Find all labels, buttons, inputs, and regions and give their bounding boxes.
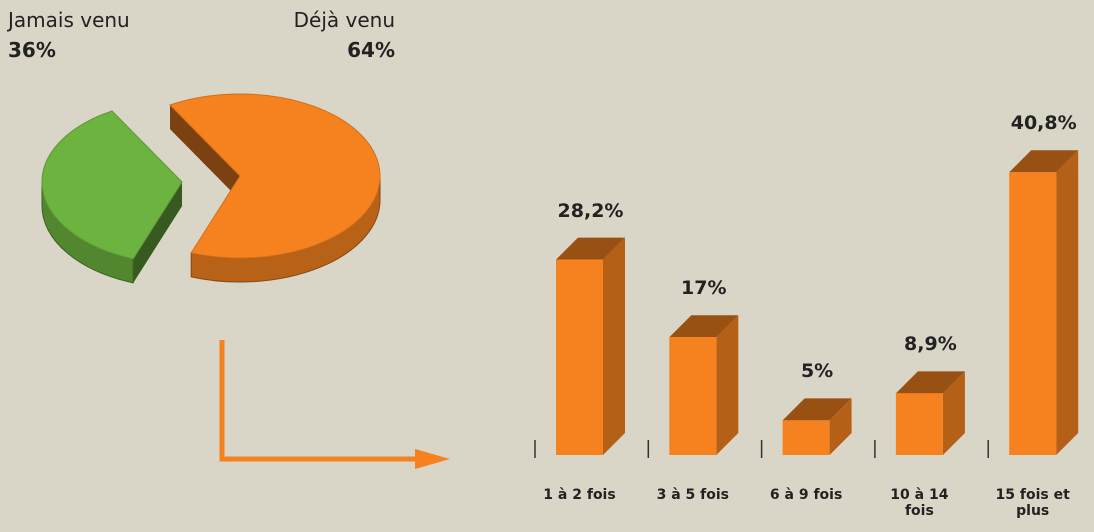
bar-side: [942, 371, 965, 455]
value-label: 40,8%: [1010, 112, 1077, 135]
x-tick-label: 3 à 5 fois: [656, 487, 729, 503]
x-tick-label: 6 à 9 fois: [769, 487, 843, 503]
bar: [895, 393, 943, 455]
bar-top: [1009, 150, 1079, 173]
pie-slice: [169, 93, 381, 259]
bar-top: [895, 371, 965, 394]
pie-slice: [41, 110, 183, 260]
bar-side: [829, 398, 852, 455]
value-label: 17%: [681, 277, 727, 300]
bar: [1009, 172, 1057, 456]
pie-slice-face: [170, 104, 240, 200]
arrow-line: [219, 340, 420, 462]
bar-top: [782, 398, 852, 421]
x-tick-label: 10 à 14 fois: [890, 487, 949, 519]
arrow-head: [415, 449, 450, 469]
bar-side: [603, 237, 625, 455]
arrow: [219, 340, 450, 469]
legend-label: Déjà venu: [293, 8, 395, 32]
bar: [669, 337, 717, 455]
value-label: 5%: [800, 360, 834, 383]
x-tick-label: 1 à 2 fois: [543, 487, 616, 503]
legend-label: Jamais venu: [8, 8, 130, 32]
value-label: 28,2%: [557, 199, 624, 222]
bar-top: [669, 315, 739, 338]
bar-side: [1056, 150, 1079, 456]
bar: [782, 420, 830, 455]
bar-top: [556, 237, 625, 260]
value-label: 36%: [8, 38, 56, 62]
pie-slice-face: [133, 182, 182, 283]
bar-side: [716, 315, 739, 455]
x-tick-label: 15 fois et plus: [995, 487, 1070, 519]
value-label: 8,9%: [904, 333, 957, 356]
value-label: 64%: [347, 38, 395, 62]
bar: [556, 259, 603, 455]
